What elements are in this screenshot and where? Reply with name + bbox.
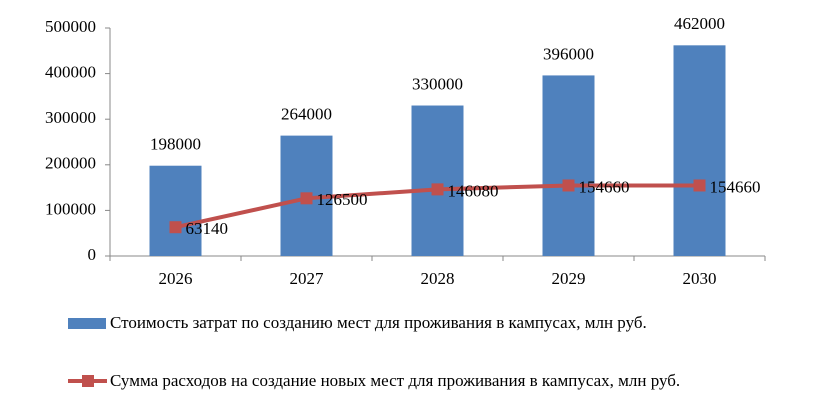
bar [411,105,464,257]
x-tick-label: 2027 [290,269,325,288]
line-marker [169,221,182,234]
legend-swatch [82,375,94,387]
bar [673,45,726,256]
line-value-label: 63140 [186,219,229,238]
bar-value-label: 264000 [281,105,332,124]
legend-label: Сумма расходов на создание новых мест дл… [110,371,681,390]
x-tick-label: 2026 [159,269,193,288]
x-tick-label: 2028 [421,269,455,288]
line-value-label: 154660 [579,177,630,196]
line-marker [693,179,706,192]
y-tick-label: 100000 [45,199,96,218]
bar-value-label: 330000 [412,74,463,93]
bar-value-label: 462000 [674,14,725,33]
line-value-label: 154660 [710,177,761,196]
y-tick-label: 0 [88,245,97,264]
x-tick-label: 2029 [552,269,586,288]
bar [149,165,202,256]
y-tick-label: 500000 [45,17,96,36]
line-value-label: 146080 [448,181,499,200]
legend-label: Стоимость затрат по созданию мест для пр… [110,313,647,332]
y-tick-label: 300000 [45,108,96,127]
y-tick-label: 400000 [45,63,96,82]
x-tick-label: 2030 [683,269,717,288]
bar-value-label: 396000 [543,44,594,63]
bar-value-label: 198000 [150,135,201,154]
line-marker [562,179,575,192]
y-tick-label: 200000 [45,154,96,173]
line-value-label: 126500 [317,190,368,209]
line-marker [300,192,313,205]
line-marker [431,183,444,196]
legend-swatch [68,318,106,329]
bar [542,75,595,256]
